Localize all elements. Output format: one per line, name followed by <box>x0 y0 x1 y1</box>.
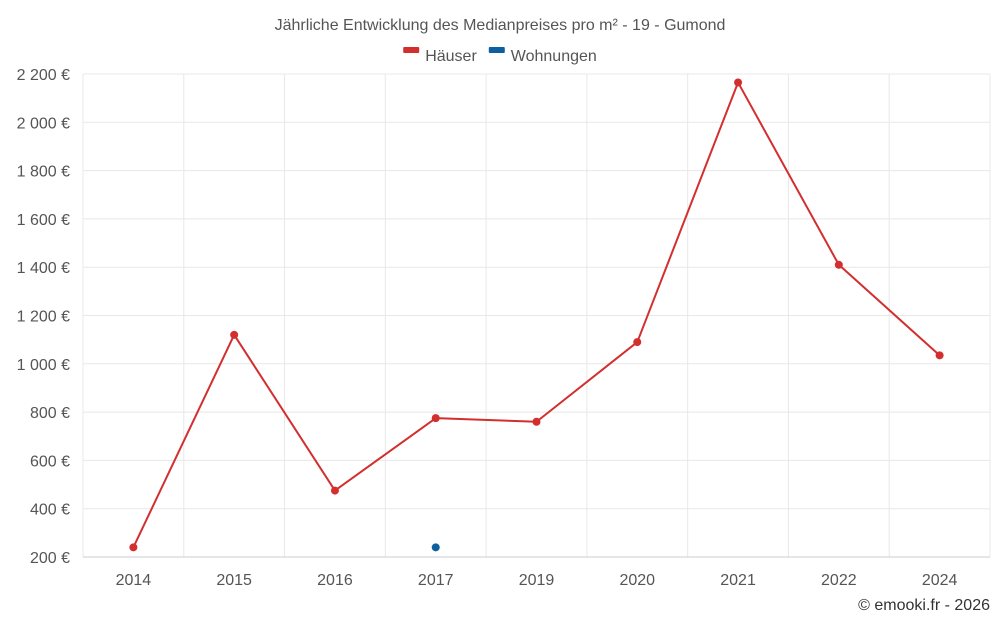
y-tick-label: 1 400 € <box>17 260 70 277</box>
legend-label: Häuser <box>425 48 477 65</box>
y-tick-label: 1 000 € <box>17 357 70 374</box>
data-point <box>734 78 743 87</box>
y-tick-label: 600 € <box>30 453 70 470</box>
y-tick-label: 1 800 € <box>17 164 70 181</box>
y-tick-label: 1 600 € <box>17 212 70 229</box>
x-tick-label: 2022 <box>821 572 857 589</box>
y-tick-label: 1 200 € <box>17 309 70 326</box>
y-tick-label: 2 000 € <box>17 115 70 132</box>
y-axis: 200 € 400 € 600 € 800 € 1 000 € 1 200 € 1 400 … <box>17 67 70 567</box>
x-tick-label: 2017 <box>418 572 454 589</box>
y-tick-label: 2 200 € <box>17 67 70 84</box>
legend-label: Wohnungen <box>511 48 597 65</box>
data-point <box>935 351 944 360</box>
data-point <box>230 330 239 339</box>
data-point <box>532 417 541 426</box>
legend: Häuser Wohnungen <box>403 47 597 65</box>
credit-text: © emooki.fr - 2026 <box>858 597 990 614</box>
x-tick-label: 2014 <box>116 572 152 589</box>
legend-item[interactable]: Wohnungen <box>488 47 597 65</box>
x-tick-label: 2016 <box>317 572 353 589</box>
data-point <box>431 543 440 552</box>
x-axis: 2014 2015 2016 2017 2019 2020 2021 2022 2024 <box>116 572 958 589</box>
data-point <box>633 338 642 347</box>
x-tick-label: 2019 <box>519 572 555 589</box>
data-point <box>129 543 138 552</box>
legend-item[interactable]: Häuser <box>403 47 477 65</box>
y-tick-label: 800 € <box>30 405 70 422</box>
legend-swatch <box>403 47 420 53</box>
y-tick-label: 200 € <box>30 550 70 567</box>
chart-title: Jährliche Entwicklung des Medianpreises … <box>275 17 726 34</box>
data-point <box>431 414 440 423</box>
x-tick-label: 2021 <box>720 572 756 589</box>
data-point <box>330 486 339 495</box>
legend-swatch <box>488 47 505 53</box>
series <box>129 78 944 552</box>
x-tick-label: 2020 <box>619 572 655 589</box>
series-line <box>132 81 941 548</box>
x-tick-label: 2015 <box>216 572 252 589</box>
y-tick-label: 400 € <box>30 502 70 519</box>
grid <box>82 73 991 558</box>
x-tick-label: 2024 <box>922 572 958 589</box>
data-point <box>834 260 843 269</box>
